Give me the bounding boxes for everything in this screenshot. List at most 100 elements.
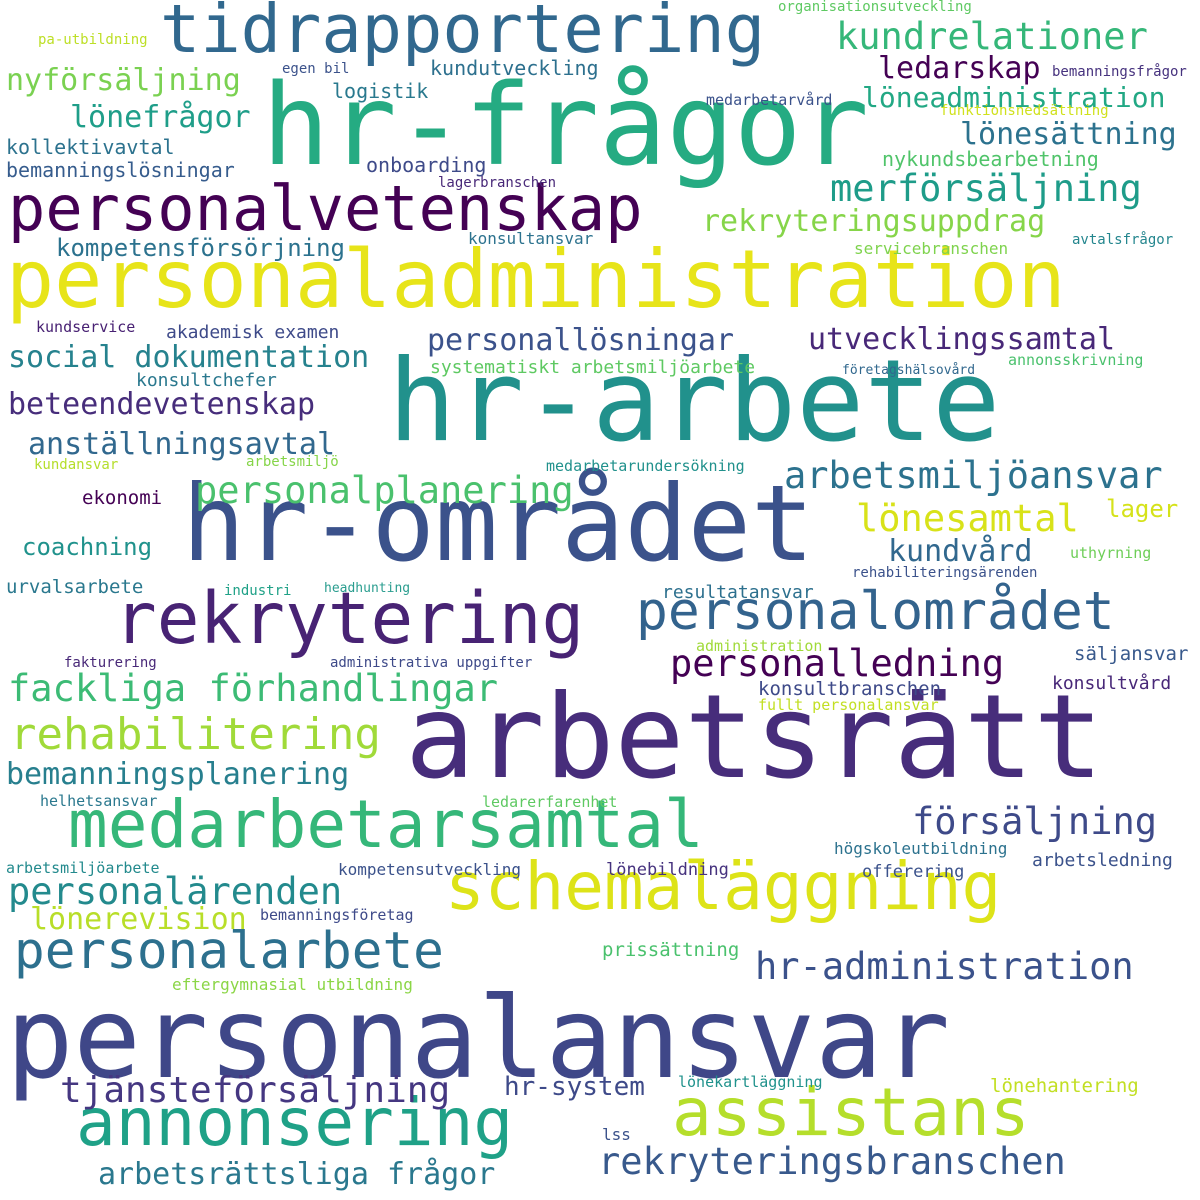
word: lönebildning [606, 860, 729, 880]
word: arbetsmiljöansvar [784, 454, 1163, 497]
word: funktionsnedsättning [940, 103, 1109, 119]
word: högskoleutbildning [834, 839, 1008, 858]
word: lönefrågor [70, 100, 251, 135]
word: assistans [672, 1074, 1030, 1151]
word: medarbetarundersökning [546, 457, 745, 475]
word: hr-frågor [262, 61, 869, 191]
word: ekonomi [82, 487, 163, 509]
word: lönekartläggning [678, 1073, 823, 1091]
word: eftergymnasial utbildning [172, 975, 413, 994]
word: personalområdet [636, 581, 1115, 642]
word: social dokumentation [8, 340, 370, 375]
word: personalansvar [6, 974, 951, 1104]
word: arbetsrätt [405, 670, 1104, 805]
word: pa-utbildning [38, 32, 148, 48]
word: rekrytering [114, 577, 585, 660]
word: bemanningslösningar [6, 158, 235, 182]
word: coachning [22, 533, 153, 561]
word: anställningsavtal [28, 427, 336, 462]
word: hr-området [182, 463, 815, 585]
word: uthyrning [1070, 544, 1152, 562]
word: bemanningsfrågor [1052, 64, 1187, 80]
word: personalärenden [8, 870, 343, 913]
word: hr-system [504, 1072, 645, 1102]
word: kundvård [888, 534, 1033, 569]
word: lagerbranschen [438, 175, 557, 191]
word: konsultbranschen [758, 678, 942, 700]
word: offerering [862, 862, 965, 882]
word: kundrelationer [836, 15, 1148, 58]
word: personalledning [670, 642, 1005, 685]
word: organisationsutveckling [778, 0, 972, 15]
word: kundansvar [34, 457, 119, 473]
word: fakturering [64, 655, 157, 671]
word: prissättning [602, 939, 740, 961]
word: kompetensförsörjning [56, 234, 345, 262]
word: lönerevision [30, 902, 247, 937]
word: bemanningsföretag [260, 906, 414, 924]
word: konsultansvar [468, 229, 594, 248]
word: utvecklingssamtal [808, 322, 1116, 357]
word: annonsskrivning [1008, 351, 1144, 369]
word: headhunting [324, 581, 411, 596]
word: nykundsbearbetning [882, 147, 1099, 171]
word: lönesättning [960, 117, 1177, 152]
word: hr-arbete [388, 335, 1001, 467]
word: personalvetenskap [8, 172, 643, 245]
word: helhetsansvar [40, 792, 158, 810]
word: administrativa uppgifter [330, 655, 533, 671]
word: löneadministration [862, 81, 1166, 114]
word: kundservice [36, 318, 136, 336]
word: urvalsarbete [6, 576, 144, 598]
word: beteendevetenskap [8, 387, 316, 422]
word: servicebranschen [854, 239, 1009, 258]
word: arbetsledning [1032, 850, 1173, 871]
word: schemaläggning [445, 848, 1002, 925]
word: medarbetarsamtal [68, 786, 704, 863]
word: annonsering [76, 1084, 514, 1161]
word: lönesamtal [856, 497, 1079, 540]
word: lager [1106, 495, 1179, 523]
word: företagshälsovård [842, 363, 976, 378]
word: hr-administration [755, 945, 1134, 988]
word: arbetsmiljöarbete [6, 859, 160, 877]
word: logistik [332, 79, 429, 103]
word: nyförsäljning [6, 63, 241, 98]
word: onboarding [366, 153, 487, 177]
word: konsultvård [1052, 673, 1172, 694]
word: administration [696, 637, 823, 655]
word: konsultchefer [136, 370, 277, 391]
word: försäljning [912, 800, 1158, 843]
word: personalarbete [14, 922, 444, 981]
word: kompetensutveckling [338, 860, 522, 879]
word: tjänsteförsäljning [60, 1070, 451, 1111]
word: lönehantering [990, 1075, 1139, 1097]
word: fullt personalansvar [758, 696, 939, 714]
word: säljansvar [1074, 643, 1189, 665]
word: lss [602, 1125, 631, 1144]
word: rehabiliteringsärenden [852, 565, 1038, 581]
word: arbetsrättsliga frågor [98, 1157, 496, 1192]
word: fackliga förhandlingar [8, 667, 499, 710]
word: systematiskt arbetsmiljöarbete [430, 357, 756, 378]
word: rehabilitering [10, 709, 381, 760]
word: ledarerfarenhet [482, 793, 618, 811]
word: kundutveckling [430, 56, 599, 80]
word: rekryteringsbranschen [598, 1140, 1066, 1183]
word: merförsäljning [830, 167, 1142, 210]
word: avtalsfrågor [1072, 232, 1174, 248]
word: rekryteringsuppdrag [702, 204, 1046, 239]
word: arbetsmiljö [246, 454, 339, 470]
word: industri [224, 583, 292, 599]
word: personallösningar [427, 323, 735, 358]
word: personaladministration [6, 233, 1066, 326]
word: kollektivavtal [6, 135, 175, 159]
word: personalplanering [195, 469, 574, 512]
word: medarbetarvård [706, 91, 833, 109]
word: resultatansvar [662, 582, 814, 603]
word: tidrapportering [160, 0, 766, 68]
word: akademisk examen [166, 322, 340, 343]
word: egen bil [282, 61, 350, 77]
word: ledarskap [878, 51, 1041, 86]
